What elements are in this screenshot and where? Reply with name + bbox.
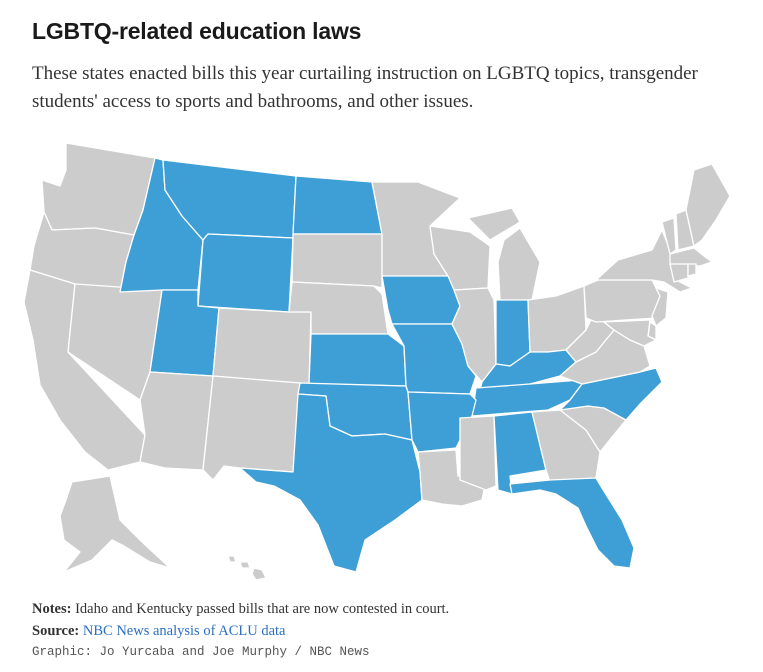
state-connecticut: [669, 263, 689, 283]
state-washington: [41, 142, 156, 236]
state-massachusetts: [669, 247, 713, 267]
chart-subtitle: These states enacted bills this year cur…: [32, 63, 698, 112]
state-florida: [509, 477, 635, 569]
state-south-dakota: [291, 233, 383, 289]
state-colorado: [212, 307, 312, 385]
state-iowa: [381, 275, 461, 325]
source-link[interactable]: NBC News analysis of ACLU data: [82, 623, 286, 639]
state-wyoming: [197, 233, 294, 313]
state-illinois: [451, 287, 497, 383]
state-alaska: [59, 475, 171, 573]
notes-text: Idaho and Kentucky passed bills that are…: [71, 601, 450, 617]
graphic-credit: Graphic: Jo Yurcaba and Joe Murphy / NBC…: [32, 645, 370, 659]
state-rhode-island: [687, 263, 697, 277]
state-maine: [685, 163, 731, 247]
notes-label: Notes:: [32, 601, 72, 617]
state-maryland: [603, 319, 657, 347]
state-north-dakota: [292, 175, 383, 235]
state-pennsylvania: [583, 279, 661, 323]
state-texas: [239, 393, 423, 573]
source-label: Source:: [32, 623, 80, 639]
state-louisiana: [417, 449, 487, 507]
source: Source: NBC News analysis of ACLU data: [32, 621, 285, 641]
state-vermont: [661, 217, 677, 255]
state-mississippi: [459, 415, 497, 491]
state-arizona: [139, 371, 214, 471]
us-map: [23, 142, 731, 581]
chart-title: LGBTQ-related education laws: [32, 18, 362, 44]
state-new-mexico: [202, 375, 301, 481]
state-hawaii: [227, 555, 267, 581]
notes: Notes: Idaho and Kentucky passed bills t…: [32, 599, 449, 619]
state-kansas: [308, 333, 407, 387]
